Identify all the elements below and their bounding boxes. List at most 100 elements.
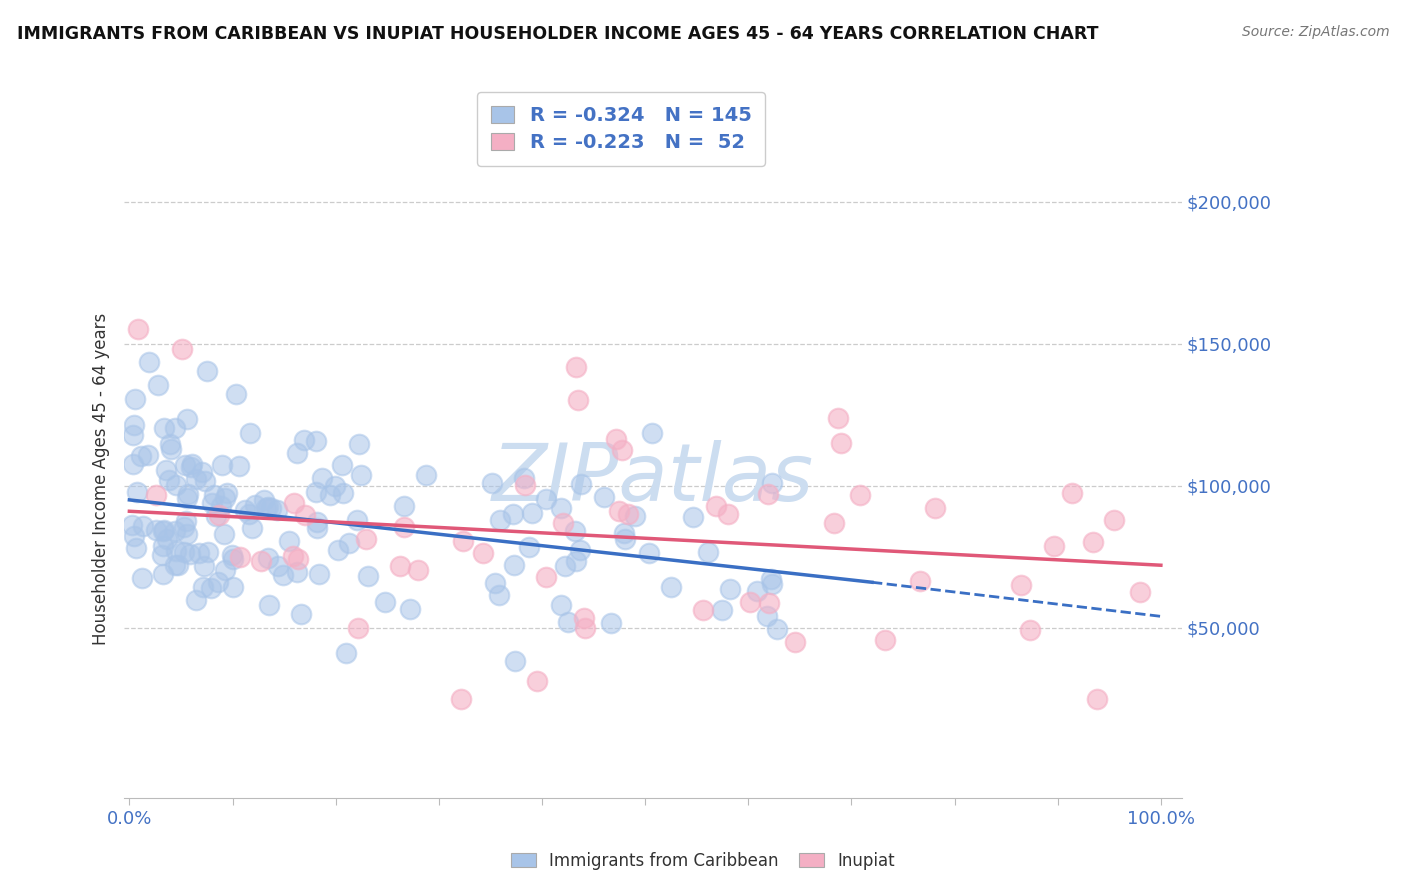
Point [222, 552, 245, 566]
Point [304, 484, 326, 499]
Point [187, 546, 209, 560]
Point [153, 523, 176, 537]
Point [605, 432, 627, 446]
Point [155, 463, 177, 477]
Point [1129, 585, 1152, 599]
Point [294, 508, 316, 522]
Point [759, 573, 782, 587]
Point [167, 558, 190, 572]
Point [599, 615, 621, 630]
Point [170, 343, 193, 357]
Point [184, 592, 207, 607]
Point [240, 520, 263, 534]
Text: Source: ZipAtlas.com: Source: ZipAtlas.com [1241, 25, 1389, 39]
Point [572, 611, 595, 625]
Point [711, 603, 734, 617]
Point [783, 634, 806, 648]
Point [332, 485, 354, 500]
Point [408, 563, 430, 577]
Point [163, 420, 186, 434]
Point [195, 363, 218, 377]
Point [471, 546, 494, 560]
Point [260, 500, 283, 515]
Point [624, 509, 647, 524]
Point [613, 525, 636, 540]
Point [131, 571, 153, 585]
Point [738, 595, 761, 609]
Point [278, 533, 301, 548]
Point [243, 498, 266, 512]
Point [502, 558, 524, 573]
Point [755, 608, 778, 623]
Legend: Immigrants from Caribbean, Inupiat: Immigrants from Caribbean, Inupiat [505, 846, 901, 877]
Legend: R = -0.324   N = 145, R = -0.223   N =  52: R = -0.324 N = 145, R = -0.223 N = 52 [477, 92, 765, 166]
Point [517, 540, 540, 554]
Point [392, 500, 415, 514]
Point [567, 392, 589, 407]
Point [908, 574, 931, 588]
Point [152, 566, 174, 581]
Point [318, 488, 340, 502]
Point [239, 425, 262, 440]
Point [193, 580, 215, 594]
Point [761, 577, 783, 591]
Point [515, 477, 537, 491]
Point [157, 473, 180, 487]
Point [766, 622, 789, 636]
Point [513, 471, 536, 485]
Point [692, 603, 714, 617]
Point [197, 545, 219, 559]
Point [152, 524, 174, 538]
Point [225, 386, 247, 401]
Point [484, 575, 506, 590]
Point [209, 499, 232, 513]
Point [153, 421, 176, 435]
Point [574, 621, 596, 635]
Point [281, 549, 304, 564]
Point [125, 541, 148, 556]
Point [612, 442, 634, 457]
Point [250, 554, 273, 568]
Point [325, 479, 347, 493]
Point [614, 532, 637, 546]
Point [156, 533, 179, 547]
Point [136, 448, 159, 462]
Point [208, 508, 231, 522]
Point [335, 646, 357, 660]
Point [180, 459, 202, 474]
Point [152, 539, 174, 553]
Point [1019, 624, 1042, 638]
Point [201, 496, 224, 510]
Point [127, 322, 149, 336]
Point [346, 513, 368, 527]
Point [222, 580, 245, 594]
Point [568, 543, 591, 558]
Point [357, 569, 380, 583]
Point [290, 607, 312, 622]
Point [190, 465, 212, 479]
Point [132, 519, 155, 533]
Point [202, 488, 225, 502]
Point [1083, 535, 1105, 549]
Point [122, 417, 145, 432]
Point [827, 411, 849, 425]
Point [1085, 691, 1108, 706]
Point [180, 457, 202, 471]
Point [1042, 539, 1064, 553]
Point [145, 523, 167, 537]
Point [131, 450, 153, 464]
Point [146, 377, 169, 392]
Point [165, 543, 187, 558]
Point [536, 570, 558, 584]
Point [522, 506, 544, 520]
Point [823, 516, 845, 530]
Point [326, 543, 349, 558]
Point [550, 599, 572, 613]
Point [481, 476, 503, 491]
Point [138, 355, 160, 369]
Point [287, 565, 309, 579]
Point [392, 520, 415, 534]
Point [214, 491, 236, 505]
Point [451, 534, 474, 549]
Point [150, 548, 173, 562]
